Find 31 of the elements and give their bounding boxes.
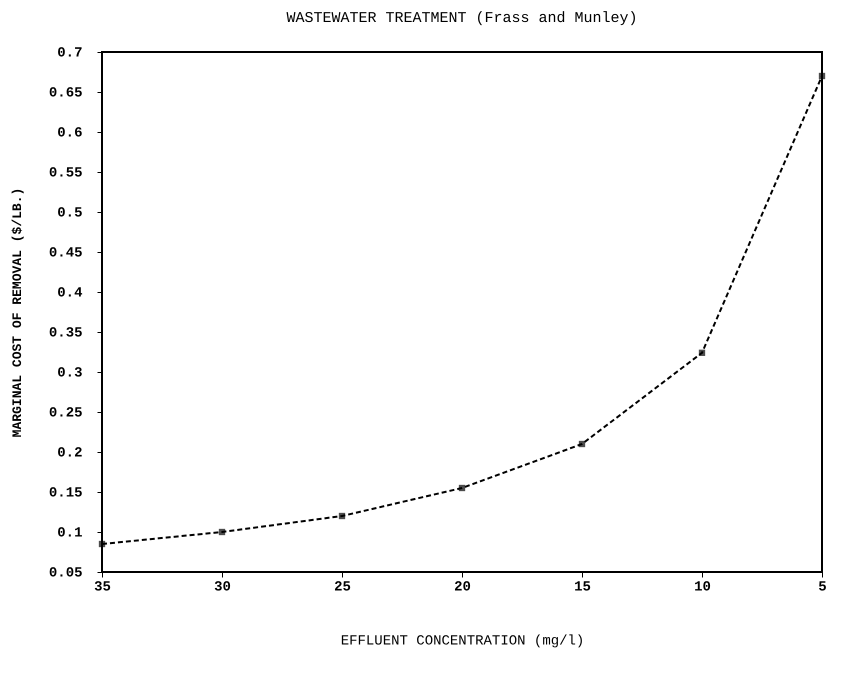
y-tick-label: 0.45 [48, 246, 82, 262]
point [698, 350, 706, 356]
y-axis-title: MARGINAL COST OF REMOVAL ($/LB.) [10, 188, 25, 438]
point [458, 484, 466, 492]
y-tick-label: 0.25 [48, 406, 82, 422]
x-tick-label: 5 [818, 580, 827, 596]
y-tick-label: 0.35 [48, 326, 82, 342]
point [218, 528, 226, 536]
point [338, 512, 346, 520]
point [818, 72, 826, 80]
point [98, 540, 106, 548]
x-tick-label: 30 [214, 580, 231, 596]
x-tick-label: 20 [454, 580, 471, 596]
y-tick-label: 0.55 [48, 166, 82, 182]
chart-title: WASTEWATER TREATMENT (Frass and Munley) [286, 10, 638, 27]
x-tick-label: 15 [574, 580, 591, 596]
y-tick-label: 0.2 [57, 446, 82, 462]
y-tick-label: 0.6 [57, 126, 82, 142]
y-tick-label: 0.65 [48, 86, 82, 102]
y-tick-label: 0.4 [57, 286, 82, 302]
y-tick-label: 0.7 [57, 46, 82, 62]
y-tick-label: 0.1 [57, 526, 82, 542]
point [578, 440, 586, 448]
x-tick-label: 35 [94, 580, 111, 596]
y-tick-label: 0.5 [57, 206, 82, 222]
x-tick-label: 25 [334, 580, 351, 596]
y-tick-label: 0.15 [48, 486, 82, 502]
x-axis-title: EFFLUENT CONCENTRATION (mg/l) [340, 634, 584, 650]
y-tick-label: 0.3 [57, 366, 82, 382]
x-tick-label: 10 [694, 580, 711, 596]
y-tick-label: 0.05 [48, 566, 82, 582]
